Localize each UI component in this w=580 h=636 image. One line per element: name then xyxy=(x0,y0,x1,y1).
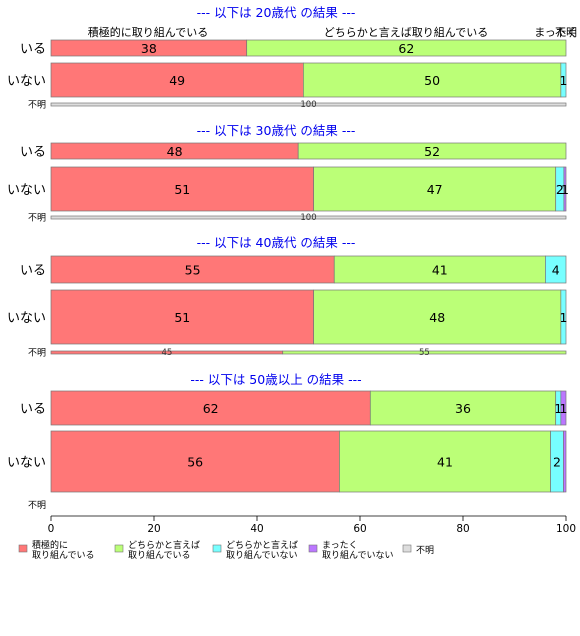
top-header-label: 積極的に取り組んでいる xyxy=(88,25,208,39)
bar-segment xyxy=(50,166,314,212)
row-label: いる xyxy=(20,402,46,417)
data-label: 41 xyxy=(437,455,453,470)
data-label: 55 xyxy=(419,348,430,358)
row-label: いない xyxy=(7,74,46,89)
bar-segment xyxy=(560,289,567,345)
group-title: --- 以下は 50歳以上 の結果 --- xyxy=(190,372,361,387)
legend-label: まったく取り組んでいない xyxy=(322,540,394,561)
top-header-label: どちらかと言えば取り組んでいる xyxy=(324,26,488,39)
bar-segment xyxy=(50,102,567,107)
data-label: 48 xyxy=(167,144,183,159)
data-label: 56 xyxy=(187,455,203,470)
bar-segment xyxy=(545,255,567,284)
row-label: いない xyxy=(7,183,46,198)
data-label: 4 xyxy=(552,263,560,278)
data-label: 45 xyxy=(161,348,172,358)
data-label: 36 xyxy=(455,401,471,416)
bar-segment xyxy=(313,166,557,212)
bar-segment xyxy=(50,255,335,284)
legend-swatch xyxy=(212,544,222,553)
data-label: 48 xyxy=(429,310,445,325)
x-tick-label: 40 xyxy=(250,523,263,535)
data-label: 62 xyxy=(398,41,414,56)
bar-segment xyxy=(339,430,551,493)
row-label: いない xyxy=(7,311,46,326)
data-label: 1 xyxy=(554,401,562,416)
data-label: 50 xyxy=(424,73,440,88)
group-title: --- 以下は 40歳代 の結果 --- xyxy=(197,235,356,250)
data-label: 41 xyxy=(432,263,448,278)
bar-segment xyxy=(246,39,567,57)
row-label: いる xyxy=(20,145,46,160)
row-label: 不明 xyxy=(28,213,46,224)
data-label: 38 xyxy=(141,41,157,56)
data-label: 2 xyxy=(553,455,561,470)
bar-segment xyxy=(303,62,562,98)
row-label: 不明 xyxy=(28,348,46,359)
legend-label: 不明 xyxy=(416,545,434,556)
legend-label: どちらかと言えば取り組んでいない xyxy=(226,539,298,561)
data-label: 52 xyxy=(424,144,440,159)
data-label: 100 xyxy=(300,213,316,223)
row-label: いる xyxy=(20,42,46,57)
legend-label: 積極的に取り組んでいる xyxy=(32,539,95,561)
top-header-label: 不明 xyxy=(555,26,577,39)
row-label: いない xyxy=(7,456,46,471)
x-tick-label: 80 xyxy=(456,523,469,535)
data-label: 1 xyxy=(561,182,569,197)
row-label: 不明 xyxy=(28,100,46,111)
bar-segment xyxy=(50,390,371,426)
bar-segment xyxy=(563,430,567,493)
data-label: 1 xyxy=(559,310,567,325)
group-title: --- 以下は 30歳代 の結果 --- xyxy=(197,123,356,138)
x-tick-label: 20 xyxy=(147,523,160,535)
row-label: 不明 xyxy=(28,500,46,511)
legend-swatch xyxy=(114,544,124,553)
x-tick-label: 0 xyxy=(48,523,55,535)
bar-segment xyxy=(282,350,567,355)
top-header-label: まったく xyxy=(534,26,578,39)
group-title: --- 以下は 20歳代 の結果 --- xyxy=(197,5,356,20)
legend-label: どちらかと言えば取り組んでいる xyxy=(128,539,200,561)
x-tick-label: 100 xyxy=(556,523,576,535)
data-label: 62 xyxy=(203,401,219,416)
x-tick-label: 60 xyxy=(353,523,366,535)
bar-segment xyxy=(560,62,567,98)
data-label: 1 xyxy=(559,73,567,88)
legend-swatch xyxy=(18,544,28,553)
bar-segment xyxy=(560,390,567,426)
bar-segment xyxy=(563,166,567,212)
bar-segment xyxy=(50,215,567,220)
data-label: 49 xyxy=(169,73,185,88)
bar-segment xyxy=(50,430,340,493)
legend-swatch xyxy=(402,544,412,553)
bar-segment xyxy=(297,142,567,160)
legend-swatch xyxy=(308,544,318,553)
data-label: 1 xyxy=(559,401,567,416)
data-label: 47 xyxy=(427,182,443,197)
bar-segment xyxy=(369,390,557,426)
data-label: 55 xyxy=(185,263,201,278)
bar-segment xyxy=(50,289,314,345)
data-label: 100 xyxy=(300,100,316,110)
data-label: 2 xyxy=(556,182,564,197)
bar-segment xyxy=(313,289,562,345)
data-label: 51 xyxy=(174,310,190,325)
data-label: 51 xyxy=(174,182,190,197)
row-label: いる xyxy=(20,264,46,279)
